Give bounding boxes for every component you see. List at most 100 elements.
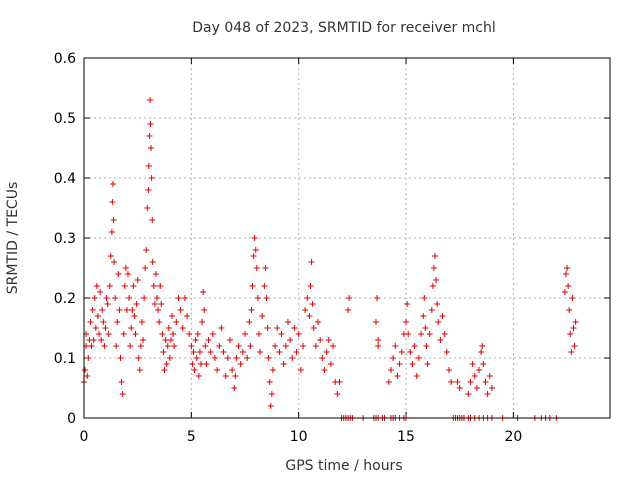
data-point [115,271,122,277]
data-point [149,217,156,223]
data-point [437,337,444,343]
data-point [345,307,352,313]
data-point [104,301,111,307]
data-point [435,319,442,325]
data-point [145,187,152,193]
data-point [409,361,416,367]
data-point [265,355,272,361]
data-point [429,283,436,289]
data-point [147,145,154,151]
data-point [233,355,240,361]
data-point [454,379,461,385]
data-point [214,367,221,373]
data-point [153,295,160,301]
data-point [295,331,302,337]
data-point [94,313,101,319]
data-point [571,343,578,349]
data-point [390,355,397,361]
data-point [486,373,493,379]
data-point [88,343,95,349]
data-point [264,325,271,331]
data-point [147,121,154,127]
data-point [135,355,142,361]
y-axis-label: SRMTID / TECUs [5,182,21,295]
data-point [252,247,259,253]
data-point [93,283,100,289]
data-point [137,343,144,349]
data-point [572,319,579,325]
data-point [146,133,153,139]
data-point [372,319,379,325]
data-point [109,181,116,187]
data-point [250,253,257,259]
axis-ticks: 0 0.1 0.2 0.3 0.4 0.5 0.6 0 5 10 15 20 [54,51,610,445]
data-point [116,307,123,313]
data-point [564,265,571,271]
data-point [430,265,437,271]
data-point [179,325,186,331]
data-point [420,313,427,319]
data-point [141,295,148,301]
data-point [160,349,167,355]
grid-lines [84,58,610,418]
y-tick-label: 0.2 [54,291,76,307]
data-point [287,337,294,343]
data-point [434,301,441,307]
data-point [315,319,322,325]
data-point [261,283,268,289]
data-point [89,307,96,313]
data-point [394,373,401,379]
y-tick-label: 0 [67,411,76,427]
data-point [423,343,430,349]
data-point [111,259,118,265]
data-point [165,325,172,331]
data-point [205,337,212,343]
data-point [247,343,254,349]
data-point [307,283,314,289]
data-point [169,313,176,319]
data-point [428,307,435,313]
data-point [268,391,275,397]
data-point [239,349,246,355]
data-point [207,349,214,355]
data-point [150,283,157,289]
data-point [122,265,129,271]
data-point [96,331,103,337]
data-point [201,307,208,313]
data-point [159,331,166,337]
data-point [167,337,174,343]
data-point [568,349,575,355]
data-point [222,373,229,379]
data-point [325,337,332,343]
data-point [90,337,97,343]
data-point [242,331,249,337]
data-point [445,367,452,373]
y-tick-label: 0.1 [54,351,76,367]
data-point [82,367,89,373]
data-point [251,235,258,241]
data-point [118,379,125,385]
data-point [257,349,264,355]
data-point [147,97,154,103]
data-point [127,343,134,349]
data-point [144,205,151,211]
data-point [467,379,474,385]
data-point [152,271,159,277]
data-point [388,367,395,373]
data-point [98,337,105,343]
data-point [157,283,164,289]
data-point [151,301,158,307]
data-point [484,391,491,397]
data-point [198,361,205,367]
data-point [143,247,150,253]
data-point [561,289,568,295]
data-point [148,175,155,181]
data-point [562,271,569,277]
data-point [312,343,319,349]
data-point [170,331,177,337]
data-point [405,331,412,337]
data-point [189,361,196,367]
x-axis-label: GPS time / hours [285,458,402,474]
data-point [107,253,114,259]
data-point [112,295,119,301]
